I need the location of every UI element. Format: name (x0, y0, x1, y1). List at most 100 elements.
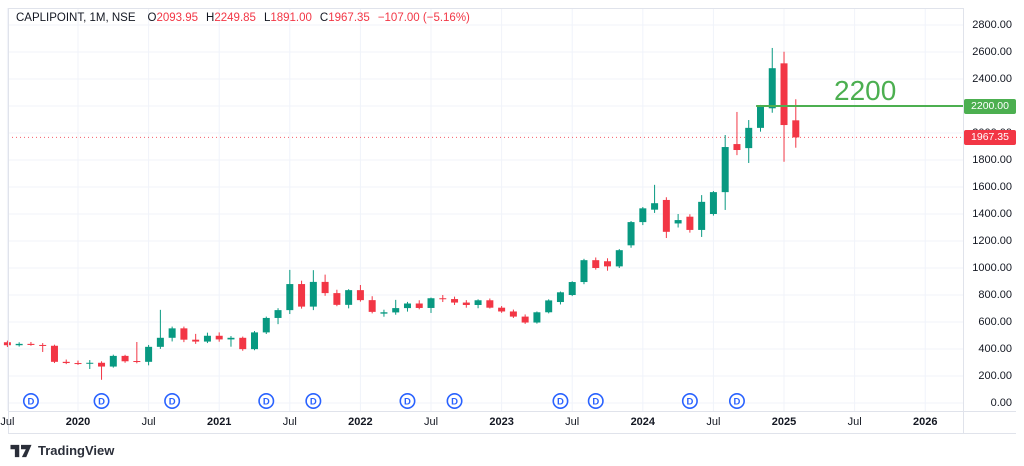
candle-body (27, 343, 35, 345)
candle[interactable] (556, 291, 564, 305)
price-axis[interactable]: 2800.002600.002400.002200.002000.001800.… (963, 0, 1024, 433)
candle[interactable] (192, 333, 200, 344)
candle[interactable] (403, 301, 411, 312)
frame-border-top (8, 8, 963, 9)
candle[interactable] (533, 311, 541, 324)
candle[interactable] (121, 354, 129, 363)
dividend-marker[interactable]: D (552, 392, 569, 409)
candle[interactable] (39, 343, 47, 352)
candle[interactable] (227, 336, 235, 347)
candle[interactable] (15, 342, 23, 347)
candle[interactable] (639, 206, 647, 226)
candle[interactable] (415, 300, 423, 310)
candle-body (709, 192, 717, 214)
candle[interactable] (474, 299, 482, 309)
candle[interactable] (145, 344, 153, 366)
candle[interactable] (580, 258, 588, 285)
candle[interactable] (50, 344, 58, 364)
candle[interactable] (721, 135, 729, 210)
candle[interactable] (274, 308, 282, 325)
candle[interactable] (392, 299, 400, 315)
tradingview-attribution[interactable]: TradingView (10, 443, 114, 458)
dividend-marker[interactable]: D (258, 392, 275, 409)
candle[interactable] (686, 214, 694, 233)
dividend-marker[interactable]: D (93, 392, 110, 409)
dividend-marker[interactable]: D (681, 392, 698, 409)
candle[interactable] (298, 280, 306, 309)
candle[interactable] (345, 289, 353, 309)
candle-body (239, 337, 247, 350)
candle[interactable] (674, 214, 682, 228)
candle[interactable] (662, 197, 670, 239)
candle[interactable] (86, 360, 94, 369)
candle[interactable] (286, 269, 294, 315)
legend-open-value: 2093.95 (156, 12, 199, 24)
candle[interactable] (745, 120, 753, 163)
candle[interactable] (733, 111, 741, 156)
dividend-marker[interactable]: D (305, 392, 322, 409)
candle[interactable] (427, 297, 435, 313)
candle[interactable] (215, 332, 223, 342)
candle[interactable] (509, 309, 517, 318)
candle[interactable] (168, 326, 176, 342)
candle[interactable] (709, 191, 717, 216)
dividend-marker[interactable]: D (587, 392, 604, 409)
candle[interactable] (321, 274, 329, 296)
dividend-letter: D (686, 397, 693, 408)
dividend-circle (93, 392, 110, 409)
candle[interactable] (592, 257, 600, 270)
candle[interactable] (498, 306, 506, 313)
candle[interactable] (180, 326, 188, 343)
candle-body (451, 299, 459, 303)
candle[interactable] (356, 285, 364, 302)
candle[interactable] (156, 309, 164, 349)
candle-body (556, 292, 564, 303)
candle[interactable] (756, 104, 764, 132)
candle[interactable] (133, 341, 141, 364)
price-axis-label: 2800.00 (972, 19, 1012, 31)
time-axis[interactable]: Jul 2020 Jul 2021 Jul 2022 Jul 2023 Jul 2024 Jul 20… (0, 411, 963, 433)
candle[interactable] (239, 336, 247, 351)
candle[interactable] (3, 340, 11, 347)
candle-body (368, 300, 376, 312)
candle[interactable] (568, 281, 576, 297)
candle[interactable] (462, 300, 470, 308)
candle[interactable] (333, 289, 341, 307)
candle[interactable] (521, 314, 529, 324)
candle[interactable] (768, 47, 776, 113)
candle[interactable] (27, 341, 35, 346)
candle-body (180, 328, 188, 340)
candle[interactable] (368, 296, 376, 314)
candle[interactable] (792, 99, 800, 148)
candle[interactable] (627, 221, 635, 248)
candle[interactable] (698, 195, 706, 237)
candle[interactable] (604, 258, 612, 271)
price-axis-label: 800.00 (978, 289, 1012, 301)
candle[interactable] (380, 309, 388, 317)
candle[interactable] (651, 184, 659, 213)
candle[interactable] (451, 296, 459, 305)
candle[interactable] (262, 316, 270, 335)
dividend-marker[interactable]: D (446, 392, 463, 409)
candle[interactable] (545, 299, 553, 314)
dividend-circle (22, 392, 39, 409)
candle[interactable] (486, 298, 494, 309)
candle[interactable] (615, 249, 623, 268)
candle[interactable] (203, 332, 211, 344)
candle[interactable] (62, 359, 70, 365)
candle[interactable] (439, 295, 447, 303)
candle[interactable] (98, 361, 106, 380)
dividend-marker[interactable]: D (728, 392, 745, 409)
dividend-marker[interactable]: D (399, 392, 416, 409)
candle[interactable] (109, 354, 117, 368)
dividend-marker[interactable]: D (22, 392, 39, 409)
candle[interactable] (74, 360, 82, 365)
symbol-title[interactable]: CAPLIPOINT, 1M, NSE (16, 12, 136, 24)
candle[interactable] (309, 270, 317, 311)
price-axis-label: 1800.00 (972, 154, 1012, 166)
candle-body (498, 307, 506, 312)
legend-low-letter: L (263, 12, 271, 24)
candle[interactable] (251, 331, 259, 351)
dividend-marker[interactable]: D (164, 392, 181, 409)
